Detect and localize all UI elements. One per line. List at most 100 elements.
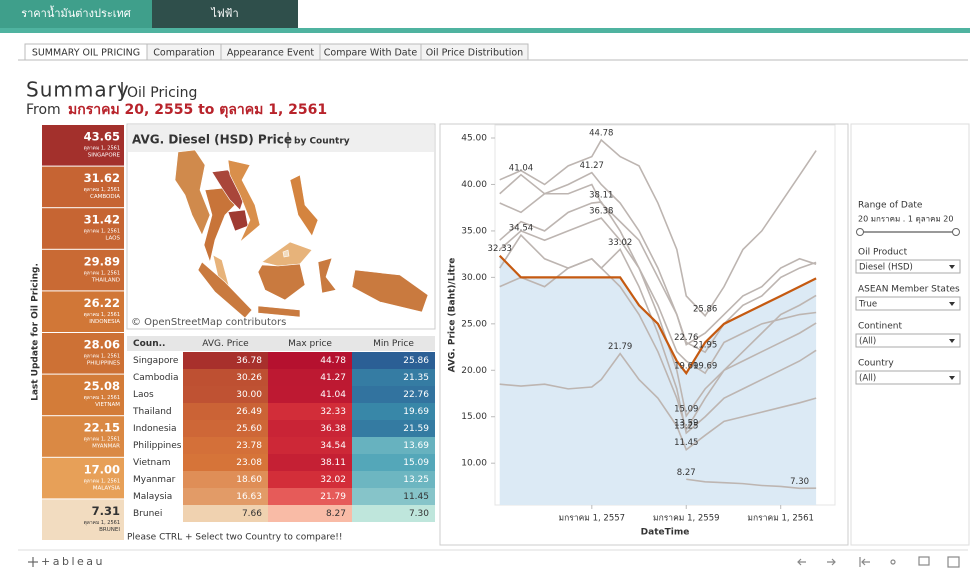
top-tab[interactable] bbox=[152, 0, 298, 28]
latest-item[interactable] bbox=[42, 249, 124, 291]
map-subtitle: by Country bbox=[294, 137, 350, 147]
dropdown[interactable] bbox=[855, 370, 961, 385]
series-line[interactable] bbox=[686, 478, 817, 490]
share-button[interactable] bbox=[890, 559, 896, 565]
map-shapes bbox=[174, 149, 429, 319]
range-slider-handle[interactable] bbox=[856, 228, 864, 236]
top-tab[interactable] bbox=[0, 0, 152, 28]
value-cell[interactable] bbox=[268, 437, 352, 454]
data-label: 34.54 bbox=[509, 224, 533, 234]
latest-country: CAMBODIA bbox=[90, 194, 120, 200]
value-cell[interactable] bbox=[268, 403, 352, 420]
latest-item[interactable] bbox=[42, 125, 124, 166]
value-cell-label: 21.59 bbox=[403, 424, 429, 434]
value-cell-label: 23.78 bbox=[236, 441, 262, 451]
map-region[interactable] bbox=[351, 269, 429, 313]
data-label: 22.76 bbox=[674, 333, 698, 343]
latest-item[interactable] bbox=[42, 291, 124, 332]
map-region[interactable] bbox=[282, 249, 290, 258]
latest-item[interactable] bbox=[42, 166, 124, 208]
value-cell[interactable] bbox=[268, 488, 352, 505]
header-subtitle: Oil Pricing bbox=[127, 85, 197, 101]
map-region[interactable] bbox=[211, 169, 246, 211]
value-cell[interactable] bbox=[352, 403, 435, 420]
latest-item[interactable] bbox=[42, 333, 124, 374]
value-cell[interactable] bbox=[352, 369, 435, 386]
value-cell[interactable] bbox=[183, 420, 268, 437]
y-tick-label: 10.00 bbox=[461, 459, 487, 469]
comment-button[interactable] bbox=[918, 556, 930, 566]
filter-label: Oil Product bbox=[858, 248, 908, 258]
date-range: มกราคม 20, 2555 to ตุลาคม 1, 2561 bbox=[68, 102, 327, 118]
value-cell[interactable] bbox=[352, 505, 435, 522]
range-slider-handle[interactable] bbox=[952, 228, 960, 236]
value-cell-label: 30.26 bbox=[236, 373, 262, 383]
value-cell[interactable] bbox=[183, 369, 268, 386]
value-cell[interactable] bbox=[183, 437, 268, 454]
latest-item[interactable] bbox=[42, 416, 124, 457]
latest-item[interactable] bbox=[42, 374, 124, 416]
value-cell[interactable] bbox=[352, 420, 435, 437]
map-region[interactable] bbox=[227, 159, 261, 243]
undo-button[interactable] bbox=[797, 558, 806, 566]
y-tick-label: 40.00 bbox=[461, 180, 487, 190]
value-cell-label: 16.63 bbox=[236, 492, 262, 502]
map-region[interactable] bbox=[174, 149, 211, 236]
map-region[interactable] bbox=[197, 261, 253, 319]
latest-price: 7.31 bbox=[92, 504, 120, 518]
series-line[interactable] bbox=[498, 254, 817, 376]
series-line[interactable] bbox=[499, 247, 817, 435]
series-line[interactable] bbox=[499, 173, 817, 346]
y-tick-label: 15.00 bbox=[461, 412, 487, 422]
map-region[interactable] bbox=[257, 263, 306, 301]
value-cell[interactable] bbox=[183, 454, 268, 471]
series-line[interactable] bbox=[499, 217, 817, 375]
dropdown[interactable] bbox=[855, 333, 961, 348]
value-cell[interactable] bbox=[183, 488, 268, 505]
series-line[interactable] bbox=[499, 138, 817, 318]
latest-item[interactable] bbox=[42, 499, 124, 540]
top-band bbox=[0, 28, 970, 33]
series-line[interactable] bbox=[499, 233, 817, 432]
value-cell[interactable] bbox=[183, 471, 268, 488]
latest-date: ตุลาคม 1, 2561 bbox=[84, 437, 120, 443]
value-cell[interactable] bbox=[352, 386, 435, 403]
redo-button[interactable] bbox=[827, 558, 836, 566]
map-region[interactable] bbox=[257, 305, 301, 318]
value-cell[interactable] bbox=[183, 386, 268, 403]
data-label: 38.11 bbox=[589, 191, 613, 201]
series-line[interactable] bbox=[499, 352, 817, 451]
dropdown[interactable] bbox=[855, 259, 961, 274]
value-cell[interactable] bbox=[268, 386, 352, 403]
data-label: 32.33 bbox=[488, 244, 512, 254]
value-cell[interactable] bbox=[352, 471, 435, 488]
column-header: Coun.. bbox=[133, 339, 165, 349]
value-cell[interactable] bbox=[352, 488, 435, 505]
dropdown[interactable] bbox=[855, 296, 961, 311]
value-cell[interactable] bbox=[268, 420, 352, 437]
map-region[interactable] bbox=[289, 174, 319, 237]
revert-button[interactable] bbox=[859, 557, 870, 567]
series-line[interactable] bbox=[499, 171, 817, 354]
table-header-bg bbox=[127, 336, 435, 351]
value-cell[interactable] bbox=[352, 437, 435, 454]
value-cell[interactable] bbox=[352, 454, 435, 471]
value-cell[interactable] bbox=[183, 352, 268, 369]
latest-item[interactable] bbox=[42, 208, 124, 249]
y-tick-label: 25.00 bbox=[461, 319, 487, 329]
dropdown-arrow bbox=[949, 376, 955, 380]
sub-tab[interactable] bbox=[420, 43, 529, 61]
value-cell[interactable] bbox=[268, 352, 352, 369]
value-cell[interactable] bbox=[352, 352, 435, 369]
value-cell[interactable] bbox=[183, 505, 268, 522]
latest-item[interactable] bbox=[42, 457, 124, 499]
dropdown-arrow bbox=[949, 302, 955, 306]
value-cell[interactable] bbox=[183, 403, 268, 420]
value-cell[interactable] bbox=[268, 454, 352, 471]
fullscreen-button[interactable] bbox=[947, 556, 960, 568]
value-cell[interactable] bbox=[268, 369, 352, 386]
value-cell[interactable] bbox=[268, 505, 352, 522]
map-region[interactable] bbox=[317, 257, 337, 294]
value-cell[interactable] bbox=[268, 471, 352, 488]
header-title: Summary bbox=[26, 78, 130, 102]
